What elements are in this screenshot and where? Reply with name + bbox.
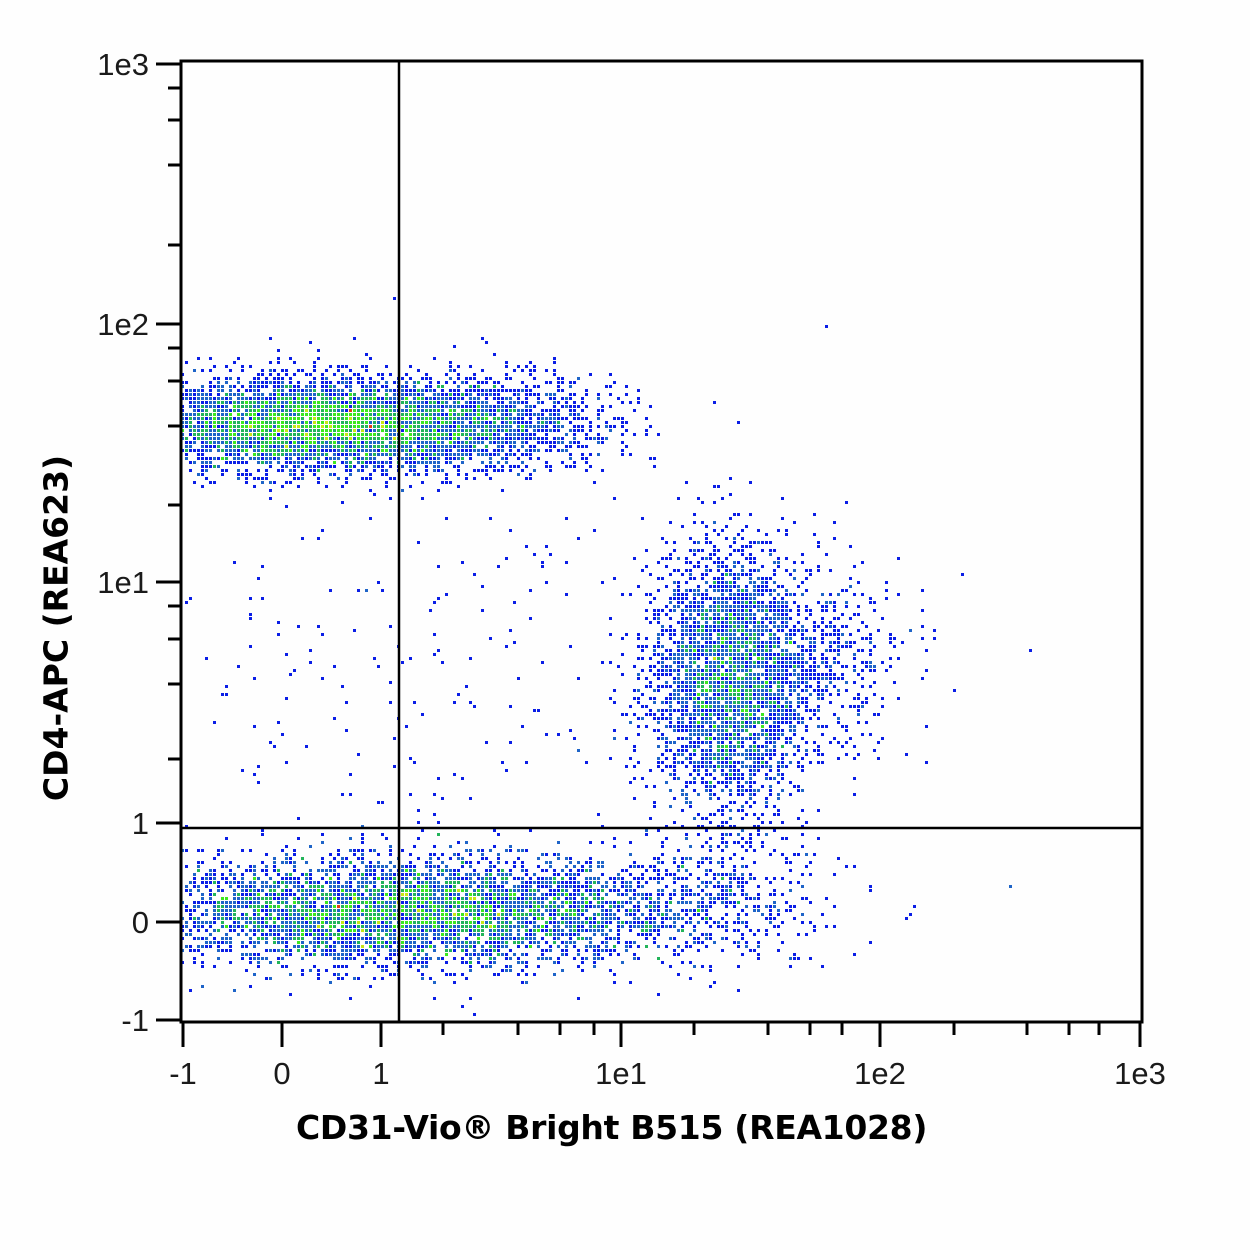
y-tick-label: 0 bbox=[132, 905, 149, 940]
y-axis: 1e3 1e2 1e1 1 0 -1 bbox=[97, 47, 181, 1038]
x-axis: -1 0 1 1e1 1e2 1e3 bbox=[169, 1022, 1166, 1091]
x-tick-label: 0 bbox=[273, 1056, 290, 1091]
scatter-points bbox=[181, 297, 1032, 1016]
y-tick-label: -1 bbox=[121, 1003, 149, 1038]
y-tick-label: 1 bbox=[132, 806, 149, 841]
quadrant-gates[interactable] bbox=[181, 61, 1142, 1022]
x-tick-label: 1e1 bbox=[595, 1056, 647, 1091]
plot-frame bbox=[179, 59, 1144, 1024]
x-tick-label: 1e3 bbox=[1114, 1056, 1166, 1091]
y-tick-label: 1e3 bbox=[97, 47, 149, 82]
x-tick-label: 1 bbox=[372, 1056, 389, 1091]
y-tick-label: 1e1 bbox=[97, 565, 149, 600]
x-axis-title: CD31-Vio® Bright B515 (REA1028) bbox=[296, 1108, 928, 1147]
x-tick-label: 1e2 bbox=[854, 1056, 906, 1091]
y-tick-label: 1e2 bbox=[97, 307, 149, 342]
y-axis-title: CD4-APC (REA623) bbox=[36, 454, 76, 802]
x-tick-label: -1 bbox=[169, 1056, 197, 1091]
